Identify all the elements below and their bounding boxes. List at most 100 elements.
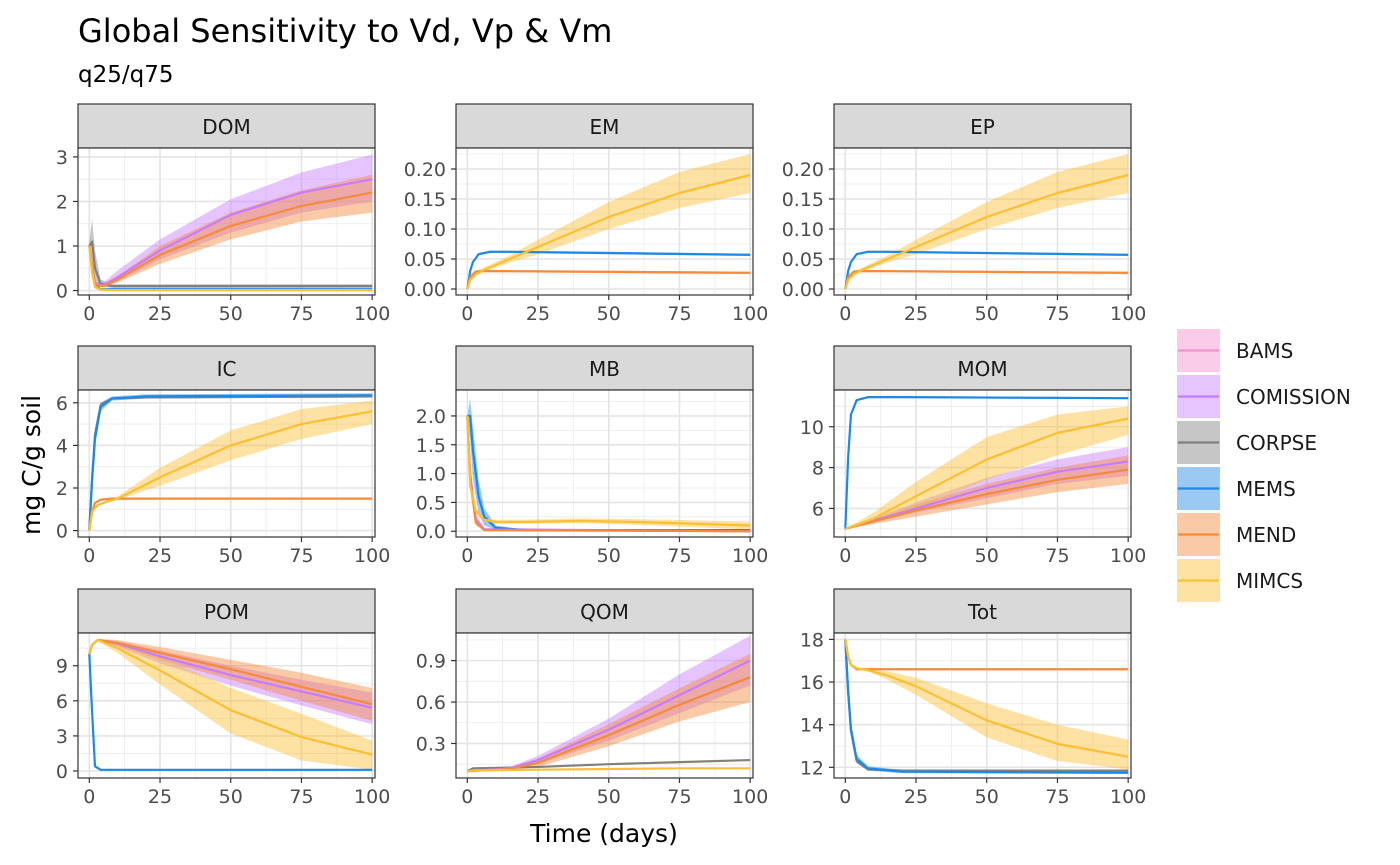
x-tick-label-dom: 50 (219, 303, 243, 325)
line-em-mimcs (466, 173, 751, 290)
x-tick-label-ic: 50 (219, 545, 243, 567)
x-tick-label-pom: 0 (83, 786, 95, 808)
y-tick-label-ep: 0.05 (782, 249, 824, 271)
y-tick-label-mb: 0.5 (416, 492, 446, 514)
panel-border-mom (833, 389, 1132, 538)
gridlines-tot (834, 633, 1131, 778)
panel-strip-ep (833, 103, 1132, 149)
plot-area-tot (834, 633, 1131, 778)
y-tick-label-mb: 2.0 (416, 406, 446, 428)
y-tick-label-pom: 3 (56, 726, 68, 748)
line-tot-mems (844, 639, 1129, 774)
x-tick-label-mom: 0 (839, 545, 851, 567)
gridlines-ic (78, 390, 375, 537)
line-pom-mems (88, 653, 373, 771)
x-tick-label-qom: 100 (732, 786, 768, 808)
panel-pom: POM 0 25 50 75 100 0 3 6 9 (56, 588, 390, 808)
panel-ic: IC 0 25 50 75 100 0 2 4 6 (56, 345, 390, 567)
x-tick-label-tot: 50 (975, 786, 999, 808)
x-tick-label-ic: 75 (289, 545, 313, 567)
legend-label-bams: BAMS (1236, 339, 1293, 363)
series-layer-mb (466, 398, 751, 533)
line-tot-mimcs (844, 639, 1129, 758)
x-tick-label-dom: 75 (289, 303, 313, 325)
panel-tot: Tot 0 25 50 75 100 12 14 16 18 (800, 588, 1146, 808)
legend-label-comission: COMISSION (1236, 385, 1351, 409)
y-tick-label-mom: 6 (812, 498, 824, 520)
panel-label-em: EM (590, 115, 620, 139)
legend-label-mend: MEND (1236, 523, 1296, 547)
y-tick-label-ic: 0 (56, 521, 68, 543)
y-tick-label-qom: 0.9 (416, 651, 446, 673)
x-tick-label-pom: 50 (219, 786, 243, 808)
line-ic-mimcs (88, 410, 373, 531)
x-tick-label-em: 50 (597, 303, 621, 325)
x-tick-label-qom: 25 (526, 786, 550, 808)
chart-title: Global Sensitivity to Vd, Vp & Vm (78, 12, 612, 50)
y-tick-label-ic: 2 (56, 478, 68, 500)
legend-label-mems: MEMS (1236, 477, 1296, 501)
y-tick-label-em: 0.05 (404, 249, 446, 271)
x-tick-label-qom: 75 (667, 786, 691, 808)
legend-item-bams: BAMS (1177, 329, 1293, 372)
y-tick-label-tot: 16 (800, 672, 824, 694)
line-ic-mems (88, 394, 373, 531)
x-tick-label-dom: 0 (83, 303, 95, 325)
panel-label-tot: Tot (967, 600, 997, 624)
series-layer-ic (88, 393, 373, 531)
panel-label-qom: QOM (580, 600, 629, 624)
plot-area-mb (456, 390, 753, 537)
legend: BAMS COMISSION CORPSE MEMS MEND MIMCS (1177, 329, 1351, 602)
x-tick-label-pom: 100 (354, 786, 390, 808)
x-tick-label-ic: 0 (83, 545, 95, 567)
ribbon-qom-comission (467, 635, 751, 772)
panel-border-mb (455, 389, 754, 538)
line-qom-corpse (466, 758, 751, 773)
gridlines-ep (834, 148, 1131, 295)
y-tick-label-em: 0.15 (404, 189, 446, 211)
x-tick-label-qom: 0 (461, 786, 473, 808)
x-tick-label-em: 100 (732, 303, 768, 325)
line-em-mems (466, 250, 751, 290)
x-tick-label-mb: 0 (461, 545, 473, 567)
ribbon-dom-mend (89, 174, 373, 288)
line-dom-corpse (88, 240, 373, 288)
y-tick-label-mom: 8 (812, 458, 824, 480)
x-tick-label-ep: 75 (1045, 303, 1069, 325)
x-tick-label-tot: 0 (839, 786, 851, 808)
x-tick-label-tot: 75 (1045, 786, 1069, 808)
panel-label-mom: MOM (957, 357, 1007, 381)
panel-strip-mb (455, 345, 754, 391)
y-tick-label-dom: 3 (56, 147, 68, 169)
gridlines-mom (834, 390, 1131, 537)
ribbon-pom-mend (89, 638, 373, 721)
line-mom-mems (844, 396, 1129, 529)
x-tick-label-tot: 25 (904, 786, 928, 808)
x-tick-label-mb: 25 (526, 545, 550, 567)
y-tick-label-qom: 0.3 (416, 733, 446, 755)
x-tick-label-mb: 50 (597, 545, 621, 567)
y-tick-label-em: 0.00 (404, 279, 446, 301)
y-tick-label-dom: 0 (56, 281, 68, 303)
x-tick-label-mom: 50 (975, 545, 999, 567)
legend-item-comission: COMISSION (1177, 375, 1351, 418)
ribbon-pom-comission (89, 638, 373, 725)
legend-item-mend: MEND (1177, 513, 1296, 556)
panel-label-ic: IC (217, 357, 237, 381)
line-mom-mend (845, 468, 1129, 530)
panel-strip-mom (833, 345, 1132, 391)
panel-mb: MB 0 25 50 75 100 0.0 0.5 1.0 1.5 2.0 (416, 345, 768, 567)
gridlines-qom (456, 633, 753, 778)
x-tick-label-ep: 50 (975, 303, 999, 325)
panel-border-pom (77, 632, 376, 779)
panel-qom: QOM 0 25 50 75 100 0.3 0.6 0.9 (416, 588, 768, 808)
series-layer-qom (466, 635, 751, 773)
x-tick-label-em: 75 (667, 303, 691, 325)
x-tick-label-qom: 50 (597, 786, 621, 808)
panel-border-ic (77, 389, 376, 538)
y-tick-label-mb: 1.5 (416, 435, 446, 457)
x-tick-label-ic: 25 (148, 545, 172, 567)
x-tick-label-em: 25 (526, 303, 550, 325)
line-mom-mimcs (844, 417, 1129, 530)
y-tick-label-em: 0.20 (404, 159, 446, 181)
